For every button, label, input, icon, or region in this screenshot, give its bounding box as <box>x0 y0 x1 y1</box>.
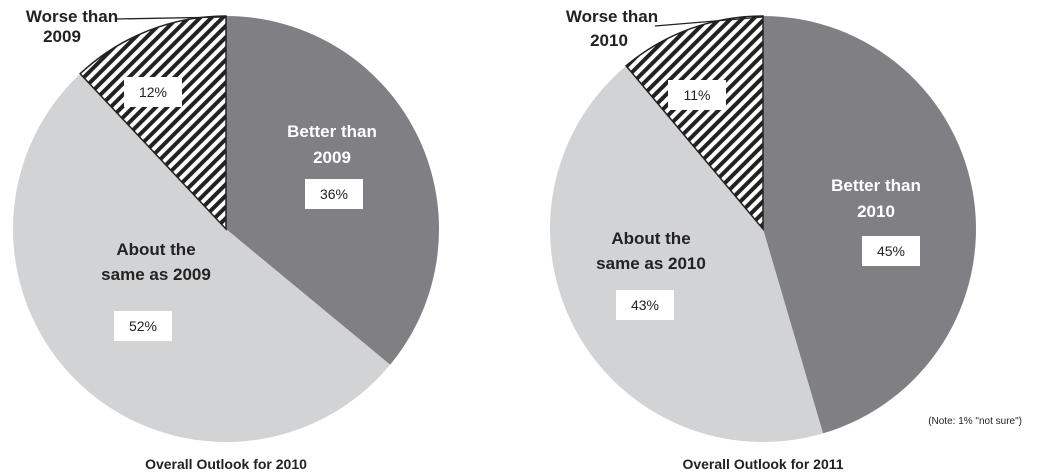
slice-value-label: 52% <box>129 318 157 334</box>
slice-value-label: 11% <box>684 87 711 103</box>
value-label-box <box>616 290 674 320</box>
value-label-box <box>124 77 182 107</box>
slice-value-label: 43% <box>631 297 659 313</box>
slice-category-label: same as 2010 <box>596 254 706 273</box>
slice-category-label: same as 2009 <box>101 265 211 284</box>
value-label-box <box>668 80 726 110</box>
slice-category-label: Better than <box>831 176 921 195</box>
slice-category-label: 2009 <box>313 148 351 167</box>
slice-value-label: 45% <box>877 243 905 259</box>
pie-slice <box>550 65 824 442</box>
slice-value-label: 12% <box>139 84 167 100</box>
slice-category-label: About the <box>116 240 195 259</box>
pie-chart-2: Better than 2010 45% About the same as 2010 4… <box>550 7 1022 472</box>
value-label-box <box>305 179 363 209</box>
slice-category-label: 2010 <box>590 31 628 50</box>
slice-category-label: Worse than <box>26 7 118 26</box>
pie-slice <box>79 15 227 231</box>
pie-slice <box>625 15 764 232</box>
slice-category-label: 2010 <box>857 202 895 221</box>
chart-title: Overall Outlook for 2010 <box>145 456 307 472</box>
slice-category-label: About the <box>611 229 690 248</box>
chart-title: Overall Outlook for 2011 <box>682 456 843 472</box>
pie-slice <box>13 73 391 442</box>
value-label-box <box>862 236 920 266</box>
slice-category-label: Better than <box>287 122 377 141</box>
leader-line <box>654 16 764 27</box>
pie-chart-1: Better than 2009 36% About the same as 2009 5… <box>13 7 439 472</box>
pie-slice <box>763 16 976 434</box>
slice-category-label: Worse than <box>566 7 658 26</box>
chart-note: (Note: 1% "not sure") <box>928 416 1022 427</box>
slice-category-label: 2009 <box>43 27 81 46</box>
slice-value-label: 36% <box>320 186 348 202</box>
leader-line <box>115 16 227 20</box>
value-label-box <box>114 311 172 341</box>
